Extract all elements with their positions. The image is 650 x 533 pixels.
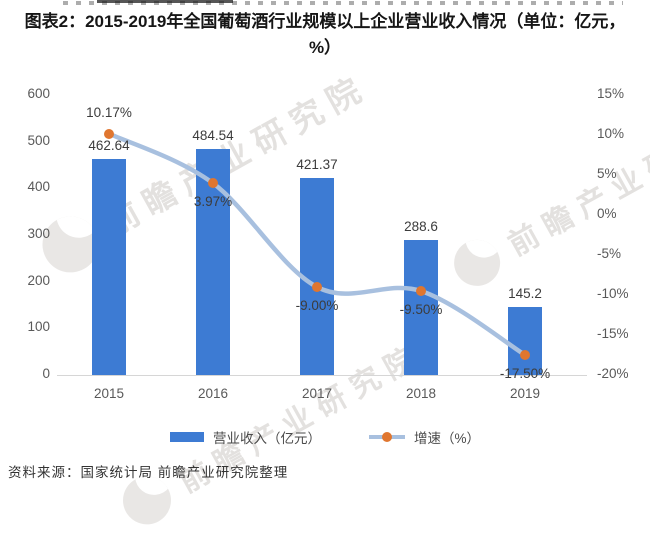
y-axis-right-tick: -20% [597,366,629,381]
legend-item-growth: 增速（%） [368,427,480,447]
bar-value-label: 145.2 [508,286,542,302]
cropped-text-artifact-dark [97,0,233,3]
watermark-logo-icon [445,231,509,295]
x-axis-label-2018: 2018 [405,386,437,401]
growth-value-label: -17.50% [499,366,551,381]
y-axis-right-tick: -15% [597,326,629,341]
watermark-logo-swoosh [458,231,509,265]
growth-swatch-icon [368,432,405,442]
y-axis-left-tick: 300 [27,226,50,241]
watermark: 前瞻产业研究院 [445,92,650,295]
legend-item-revenue: 营业收入（亿元） [169,427,321,447]
legend-revenue-label: 营业收入（亿元） [212,431,321,446]
x-axis-line [57,375,587,376]
bar-2017 [300,178,334,375]
x-axis-label-2015: 2015 [93,386,125,401]
y-axis-right-tick: 15% [597,86,625,101]
growth-value-label: -9.50% [399,302,443,317]
bar-value-label: 421.37 [296,157,338,173]
growth-value-label: 10.17% [86,104,132,120]
y-axis-left-tick: 600 [27,86,50,101]
legend: 营业收入（亿元） 增速（%） [0,427,650,447]
y-axis-right-tick: -5% [597,246,622,261]
y-axis-right-tick: 0% [597,206,617,221]
y-axis-right-tick: 10% [597,126,625,141]
chart-title: 图表2：2015-2019年全国葡萄酒行业规模以上企业营业收入情况（单位：亿元，… [24,12,626,57]
growth-value-label: 3.97% [193,194,233,210]
line-marker-2018 [416,286,426,296]
y-axis-left-tick: 500 [27,132,50,148]
x-axis-label-2019: 2019 [509,386,541,401]
bar-2019 [508,307,542,375]
y-axis-left-tick: 200 [27,272,50,288]
bar-value-label: 288.6 [404,219,438,235]
cropped-text-artifact [63,1,623,5]
line-marker-2017 [312,282,322,292]
bar-value-label: 484.54 [192,127,234,143]
x-axis-label-2016: 2016 [197,386,229,401]
y-axis-left-tick: 100 [27,319,50,335]
y-axis-left-tick: 0 [42,366,50,381]
growth-value-label: -9.00% [295,298,339,313]
bar-value-label: 462.64 [88,138,130,154]
source-note: 资料来源：国家统计局 前瞻产业研究院整理 [8,465,289,480]
y-axis-left-tick: 400 [27,179,50,195]
y-axis-right-tick: -10% [597,286,629,301]
legend-growth-label: 增速（%） [413,431,480,446]
plot-area: 前瞻产业研究院 前瞻产业研究院 前瞻产业研究院 600 500 400 300 200 1… [27,68,650,533]
y-axis-right-tick: 5% [597,166,617,181]
line-marker-2019 [520,350,530,360]
bar-2015 [92,159,126,375]
revenue-swatch-icon [169,432,204,442]
x-axis-label-2017: 2017 [301,386,333,401]
growth-swatch-dot-icon [381,432,392,442]
